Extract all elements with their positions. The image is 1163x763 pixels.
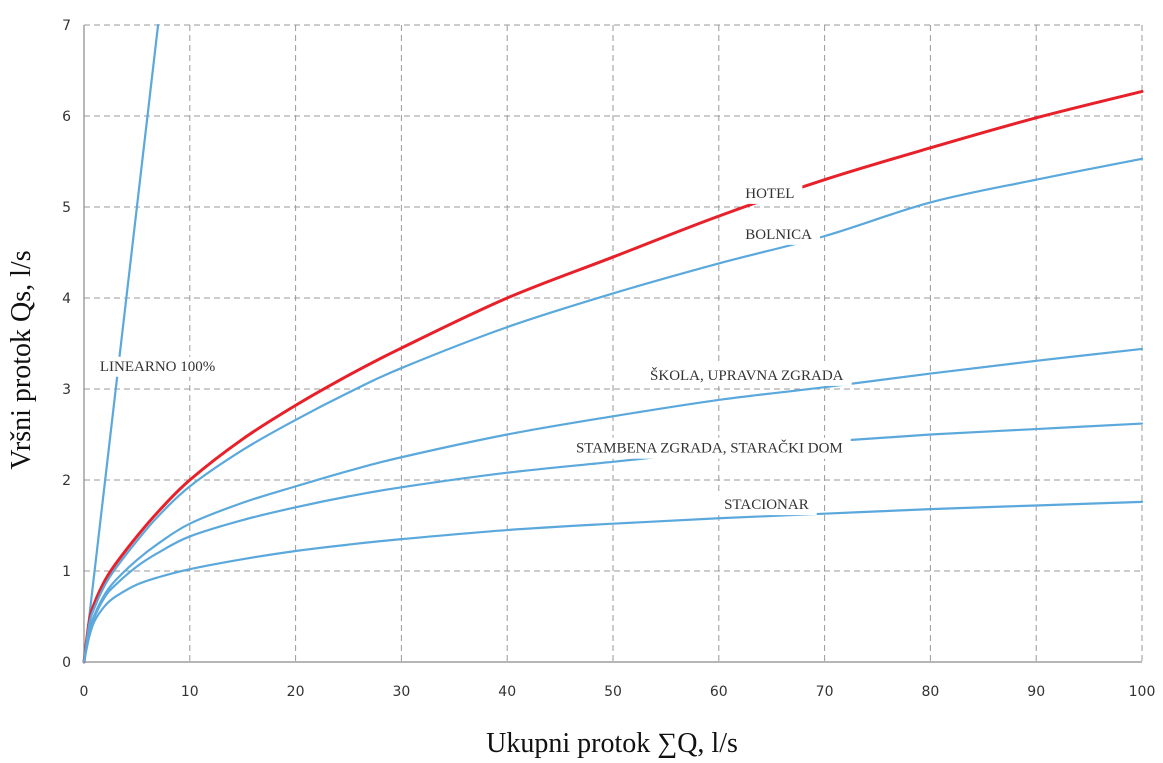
x-tick-label-20: 20 [287, 684, 305, 700]
series-label: LINEARNO 100% [100, 359, 215, 375]
series-labels: LINEARNO 100% HOTEL BOLNICA ŠKOLA, UPRAVNA … [91, 183, 852, 516]
series-label-bg [737, 224, 821, 245]
x-tick-label-80: 80 [921, 684, 939, 700]
series-label-bg [737, 183, 803, 204]
series-line-stambena-zgrada-stara-ki-dom [82, 422, 1144, 664]
y-tick-label-7: 7 [62, 18, 71, 34]
y-tick-label-2: 2 [62, 473, 71, 489]
series-line-hotel [82, 89, 1144, 664]
x-tick-label-10: 10 [181, 684, 199, 700]
series-label: ŠKOLA, UPRAVNA ZGRADA [650, 367, 844, 384]
x-tick-label-90: 90 [1027, 684, 1045, 700]
y-tick-label-3: 3 [62, 382, 71, 398]
series-label-bg [716, 495, 817, 516]
y-tick-label-5: 5 [62, 200, 71, 216]
series-label-group: BOLNICA [737, 224, 821, 245]
series-label: STACIONAR [724, 497, 809, 513]
series-label: HOTEL [745, 186, 794, 202]
series-label-bg [642, 364, 852, 386]
series-label-bg [567, 437, 851, 459]
x-tick-label-30: 30 [392, 684, 410, 700]
x-tick-label-60: 60 [710, 684, 728, 700]
series-line-stacionar [82, 500, 1144, 664]
x-tick-label-50: 50 [604, 684, 622, 700]
y-tick-label-1: 1 [62, 564, 71, 580]
series-label-group: STAMBENA ZGRADA, STARAČKI DOM [567, 437, 851, 459]
series-lines [82, 23, 1144, 664]
y-axis-title: Vršni protok Qs, l/s [6, 250, 37, 469]
series-label-bg [91, 356, 224, 377]
x-tick-labels: 0 10 20 30 40 50 60 70 80 90 100 [80, 684, 1156, 700]
y-tick-label-4: 4 [62, 291, 71, 307]
x-tick-label-0: 0 [80, 684, 89, 700]
x-tick-label-70: 70 [816, 684, 834, 700]
series-label-group: LINEARNO 100% [91, 356, 224, 377]
y-tick-label-6: 6 [62, 109, 71, 125]
x-axis-title: Ukupni protok ∑Q, l/s [486, 728, 738, 759]
series-line-kola-upravna-zgrada [82, 347, 1144, 664]
axes [83, 25, 1142, 663]
series-label-group: ŠKOLA, UPRAVNA ZGRADA [642, 364, 852, 386]
series-label: STAMBENA ZGRADA, STARAČKI DOM [576, 440, 843, 457]
series-label: BOLNICA [745, 227, 812, 243]
x-tick-label-40: 40 [498, 684, 516, 700]
y-tick-labels: 0 1 2 3 4 5 6 7 [62, 18, 71, 671]
series-label-group: HOTEL [737, 183, 803, 204]
series-line-bolnica [82, 157, 1144, 664]
series-label-group: STACIONAR [716, 495, 817, 516]
grid [84, 24, 1143, 662]
x-tick-label-100: 100 [1129, 684, 1156, 700]
y-tick-label-0: 0 [62, 655, 71, 671]
series-line-linearno-100 [82, 23, 160, 664]
